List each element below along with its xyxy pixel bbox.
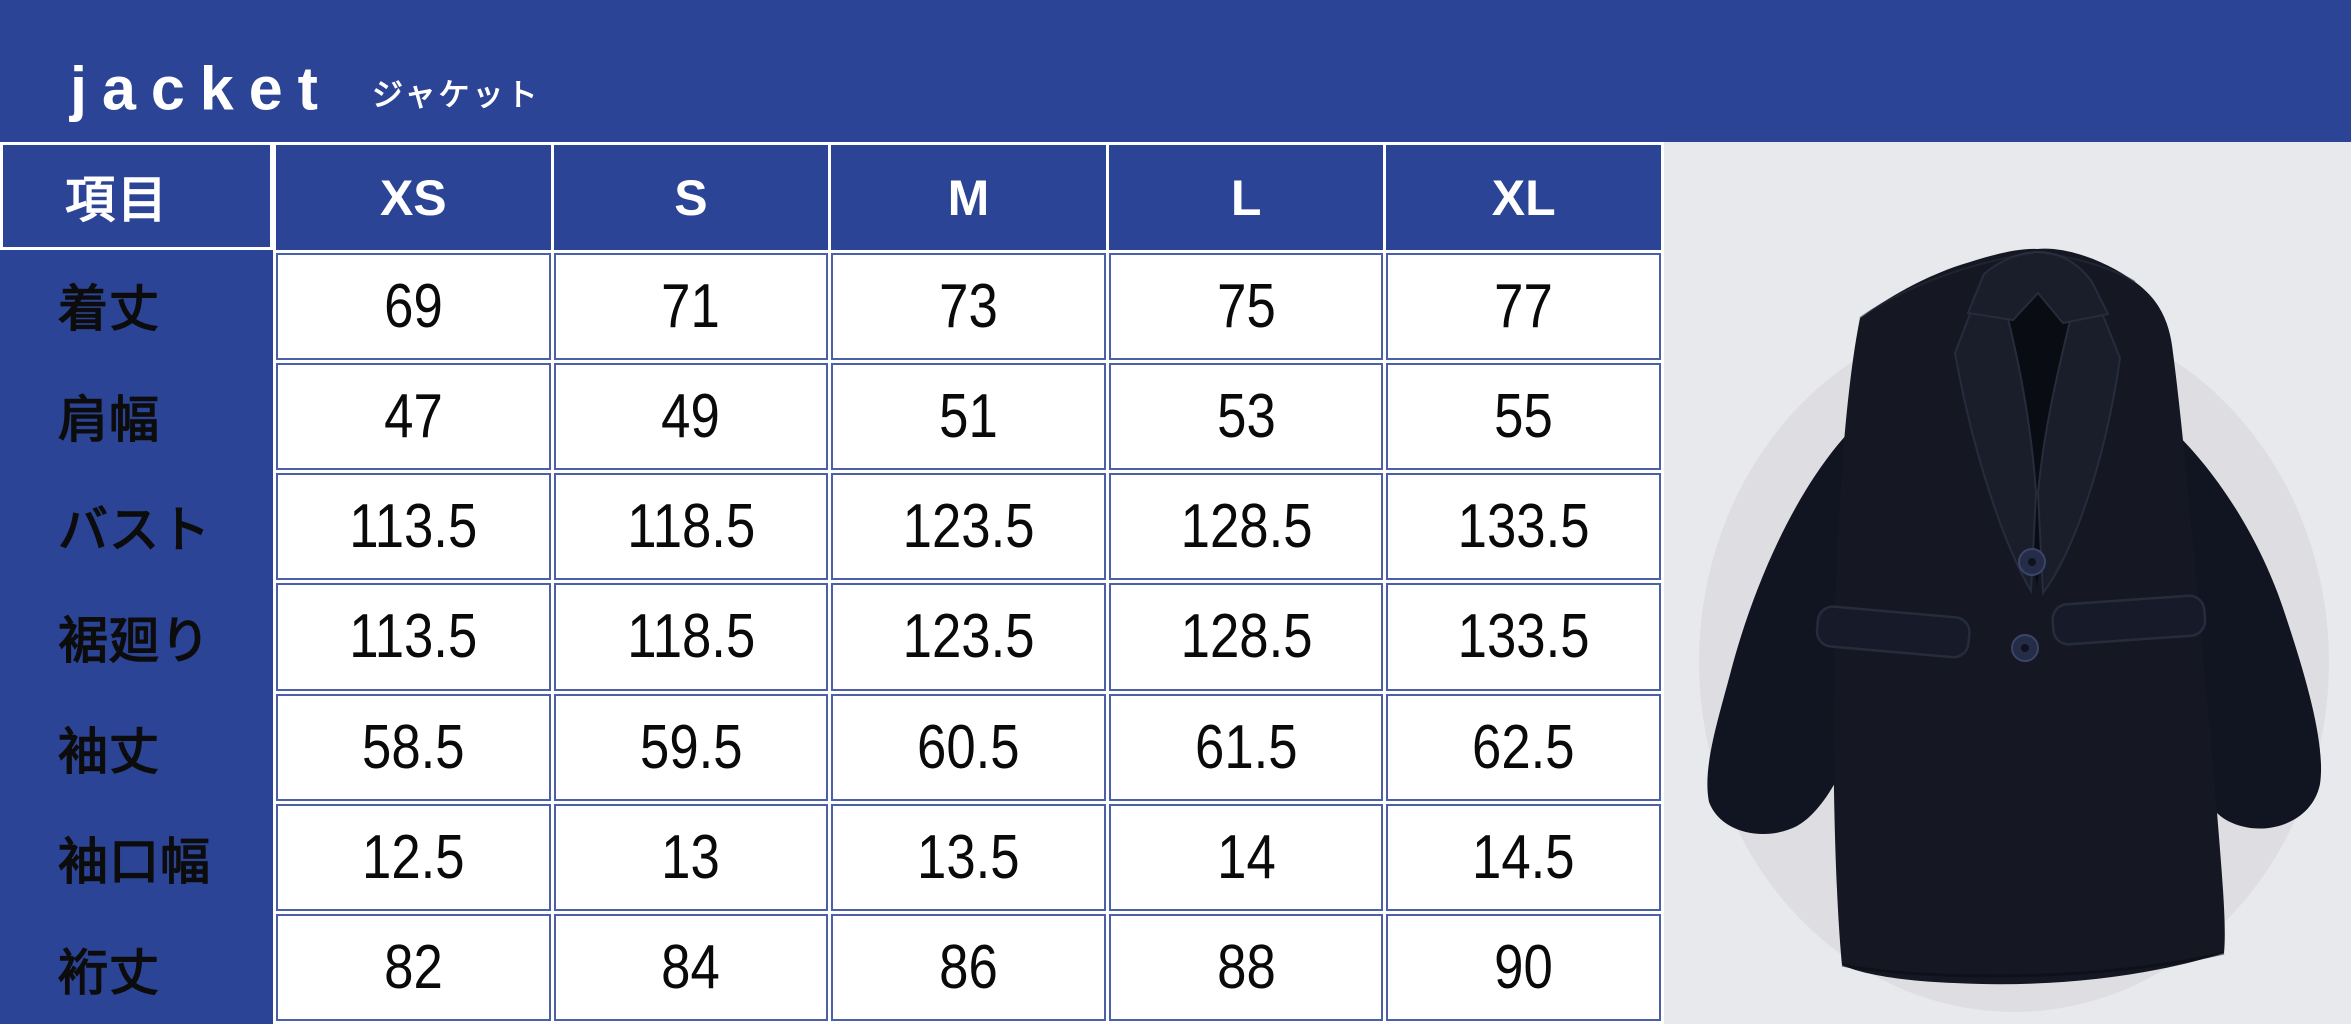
cell-裄丈-XL: 90 [1386,913,1661,1021]
cell-袖口幅-XL: 14.5 [1386,803,1661,911]
row-label-着丈: 着丈 [58,281,160,338]
header-bar: jacket ジャケット [0,0,2351,142]
row-label-袖丈: 袖丈 [58,723,160,780]
size-data-grid: XS S M L XL 69 71 73 75 77 47 49 51 53 55 113.5 118.5 123… [273,142,1664,1024]
cell-value: 82 [383,932,443,1002]
cell-value: 77 [1494,272,1553,342]
cell-value: 84 [661,932,721,1002]
corner-header-cell: 項目 [0,142,273,250]
cell-value: 14 [1216,822,1276,892]
cell-value: 88 [1216,932,1276,1002]
cell-裄丈-L: 88 [1108,913,1384,1021]
product-photo [1664,142,2351,1024]
cell-肩幅-M: 51 [831,363,1106,471]
cell-value: 86 [939,932,998,1002]
row-label-裄丈: 裄丈 [58,944,160,1001]
cell-value: 51 [939,382,998,452]
cell-着丈-XS: 69 [276,253,551,361]
cell-袖口幅-XS: 12.5 [276,803,551,911]
cell-肩幅-S: 49 [553,363,829,471]
cell-着丈-XL: 77 [1386,253,1661,361]
cell-バスト-XL: 133.5 [1386,473,1661,581]
cell-袖口幅-S: 13 [553,803,829,911]
cell-value: 128.5 [1180,602,1313,672]
size-header-XL: XL [1386,145,1661,250]
cell-value: 90 [1494,932,1553,1002]
page-subtitle: ジャケット [372,77,541,113]
row-label-肩幅: 肩幅 [58,391,160,448]
cell-value: 113.5 [349,602,478,672]
cell-袖口幅-L: 14 [1108,803,1384,911]
row-label-袖口幅: 袖口幅 [58,834,211,891]
row-label-バスト: バスト [58,502,211,559]
cell-value: 55 [1494,382,1553,452]
cell-value: 60.5 [917,712,1020,782]
cell-裾廻り-L: 128.5 [1108,583,1384,691]
cell-value: 69 [383,272,443,342]
cell-裄丈-XS: 82 [276,913,551,1021]
cell-裾廻り-M: 123.5 [831,583,1106,691]
size-chart-table: 項目 着丈肩幅バスト裾廻り袖丈袖口幅裄丈 XS S M L XL 69 71 73 75 77 47… [0,142,1664,1024]
size-header-L: L [1108,145,1384,250]
cell-value: 73 [939,272,998,342]
cell-肩幅-XL: 55 [1386,363,1661,471]
cell-肩幅-L: 53 [1108,363,1384,471]
measurement-label-column: 項目 着丈肩幅バスト裾廻り袖丈袖口幅裄丈 [0,142,273,1024]
cell-value: 61.5 [1194,712,1298,782]
cell-value: 133.5 [1457,492,1590,562]
cell-value: 13 [661,822,721,892]
cell-value: 133.5 [1457,602,1590,672]
cell-value: 58.5 [362,712,465,782]
row-label-裾廻り: 裾廻り [58,613,211,670]
right-pocket-flap [2051,594,2207,646]
cell-裾廻り-XL: 133.5 [1386,583,1661,691]
page-title: jacket [70,54,333,123]
cell-value: 62.5 [1472,712,1575,782]
cell-value: 49 [661,382,721,452]
cell-着丈-M: 73 [831,253,1106,361]
left-pocket-flap [1815,605,1971,659]
cell-value: 118.5 [626,492,755,562]
cell-バスト-M: 123.5 [831,473,1106,581]
cell-袖丈-XL: 62.5 [1386,693,1661,801]
cell-袖丈-L: 61.5 [1108,693,1384,801]
cell-value: 123.5 [902,602,1035,672]
cell-value: 53 [1216,382,1276,452]
cell-value: 47 [383,382,443,452]
cell-裾廻り-S: 118.5 [553,583,829,691]
cell-バスト-S: 118.5 [553,473,829,581]
cell-袖口幅-M: 13.5 [831,803,1106,911]
cell-value: 13.5 [917,822,1020,892]
cell-着丈-L: 75 [1108,253,1384,361]
cell-袖丈-XS: 58.5 [276,693,551,801]
cell-value: 14.5 [1472,822,1575,892]
cell-value: 128.5 [1180,492,1313,562]
cell-袖丈-S: 59.5 [553,693,829,801]
cell-value: 123.5 [902,492,1035,562]
cell-裄丈-M: 86 [831,913,1106,1021]
cell-肩幅-XS: 47 [276,363,551,471]
cell-value: 113.5 [349,492,478,562]
cell-value: 75 [1216,272,1276,342]
cell-バスト-XS: 113.5 [276,473,551,581]
size-header-XS: XS [276,145,551,250]
cell-value: 118.5 [626,602,755,672]
cell-着丈-S: 71 [553,253,829,361]
cell-裄丈-S: 84 [553,913,829,1021]
cell-袖丈-M: 60.5 [831,693,1106,801]
cell-value: 12.5 [362,822,465,892]
size-header-M: M [831,145,1106,250]
size-header-S: S [553,145,829,250]
jacket-buttons [2011,548,2046,662]
cell-value: 59.5 [639,712,743,782]
cell-value: 71 [661,272,721,342]
cell-裾廻り-XS: 113.5 [276,583,551,691]
jacket-photo-illustration [1699,248,2329,1012]
cell-バスト-L: 128.5 [1108,473,1384,581]
